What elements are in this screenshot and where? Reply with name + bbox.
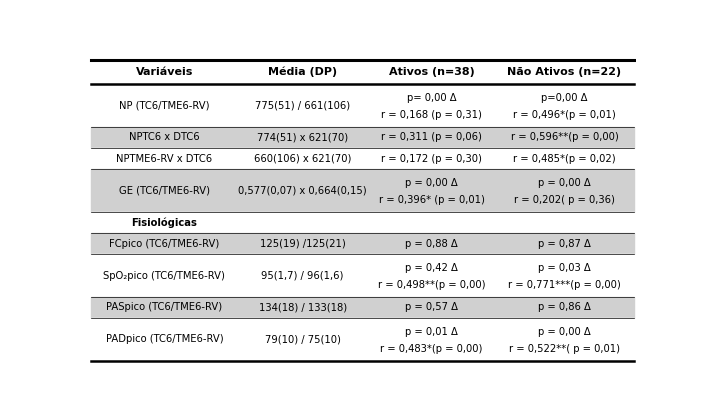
- Text: 775(51) / 661(106): 775(51) / 661(106): [255, 100, 350, 111]
- Text: 134(18) / 133(18): 134(18) / 133(18): [259, 302, 346, 312]
- Text: 0,577(0,07) x 0,664(0,15): 0,577(0,07) x 0,664(0,15): [238, 186, 367, 196]
- Text: r = 0,168 (p = 0,31): r = 0,168 (p = 0,31): [381, 110, 482, 120]
- Text: p = 0,88 Δ: p = 0,88 Δ: [405, 239, 458, 249]
- Bar: [91, 318, 633, 361]
- Text: SpO₂pico (TC6/TME6-RV): SpO₂pico (TC6/TME6-RV): [103, 270, 226, 280]
- Text: 79(10) / 75(10): 79(10) / 75(10): [264, 334, 341, 344]
- Text: r = 0,496*(p = 0,01): r = 0,496*(p = 0,01): [513, 110, 616, 120]
- Text: r = 0,483*(p = 0,00): r = 0,483*(p = 0,00): [380, 344, 483, 354]
- Text: 125(19) /125(21): 125(19) /125(21): [259, 239, 346, 249]
- Text: p= 0,00 Δ: p= 0,00 Δ: [407, 93, 456, 103]
- Text: NPTME6-RV x DTC6: NPTME6-RV x DTC6: [116, 154, 212, 163]
- Bar: [91, 148, 633, 169]
- Text: p = 0,00 Δ: p = 0,00 Δ: [405, 178, 458, 188]
- Text: FCpico (TC6/TME6-RV): FCpico (TC6/TME6-RV): [109, 239, 219, 249]
- Bar: [91, 254, 633, 297]
- Text: r = 0,396* (p = 0,01): r = 0,396* (p = 0,01): [378, 195, 484, 205]
- Text: PADpico (TC6/TME6-RV): PADpico (TC6/TME6-RV): [105, 334, 223, 344]
- Text: p = 0,00 Δ: p = 0,00 Δ: [538, 327, 591, 337]
- Text: Média (DP): Média (DP): [268, 67, 337, 77]
- Text: p = 0,42 Δ: p = 0,42 Δ: [405, 263, 458, 273]
- Text: Ativos (n=38): Ativos (n=38): [389, 67, 474, 77]
- Text: r = 0,771***(p = 0,00): r = 0,771***(p = 0,00): [508, 280, 621, 290]
- Text: Fisiológicas: Fisiológicas: [132, 217, 197, 228]
- Text: p = 0,00 Δ: p = 0,00 Δ: [538, 178, 591, 188]
- Bar: [91, 233, 633, 254]
- Text: p=0,00 Δ: p=0,00 Δ: [541, 93, 588, 103]
- Text: r = 0,485*(p = 0,02): r = 0,485*(p = 0,02): [513, 154, 616, 163]
- Text: r = 0,596**(p = 0,00): r = 0,596**(p = 0,00): [510, 132, 619, 142]
- Text: p = 0,87 Δ: p = 0,87 Δ: [538, 239, 591, 249]
- Text: GE (TC6/TME6-RV): GE (TC6/TME6-RV): [119, 186, 210, 196]
- Text: r = 0,498**(p = 0,00): r = 0,498**(p = 0,00): [378, 280, 485, 290]
- Text: 774(51) x 621(70): 774(51) x 621(70): [257, 132, 349, 142]
- Bar: [91, 84, 633, 127]
- Bar: [91, 59, 633, 84]
- Text: NPTC6 x DTC6: NPTC6 x DTC6: [129, 132, 199, 142]
- Text: r = 0,172 (p = 0,30): r = 0,172 (p = 0,30): [381, 154, 482, 163]
- Text: r = 0,311 (p = 0,06): r = 0,311 (p = 0,06): [381, 132, 482, 142]
- Text: NP (TC6/TME6-RV): NP (TC6/TME6-RV): [119, 100, 209, 111]
- Text: 660(106) x 621(70): 660(106) x 621(70): [254, 154, 351, 163]
- Text: r = 0,522**( p = 0,01): r = 0,522**( p = 0,01): [509, 344, 620, 354]
- Text: p = 0,01 Δ: p = 0,01 Δ: [405, 327, 458, 337]
- Text: Não Ativos (n=22): Não Ativos (n=22): [508, 67, 621, 77]
- Text: p = 0,86 Δ: p = 0,86 Δ: [538, 302, 591, 312]
- Bar: [91, 297, 633, 318]
- Bar: [91, 212, 633, 233]
- Text: r = 0,202( p = 0,36): r = 0,202( p = 0,36): [514, 195, 615, 205]
- Text: 95(1,7) / 96(1,6): 95(1,7) / 96(1,6): [262, 270, 344, 280]
- Text: p = 0,57 Δ: p = 0,57 Δ: [405, 302, 458, 312]
- Bar: [91, 169, 633, 212]
- Text: p = 0,03 Δ: p = 0,03 Δ: [538, 263, 591, 273]
- Bar: [91, 127, 633, 148]
- Text: PASpico (TC6/TME6-RV): PASpico (TC6/TME6-RV): [106, 302, 223, 312]
- Text: Variáveis: Variáveis: [136, 67, 193, 77]
